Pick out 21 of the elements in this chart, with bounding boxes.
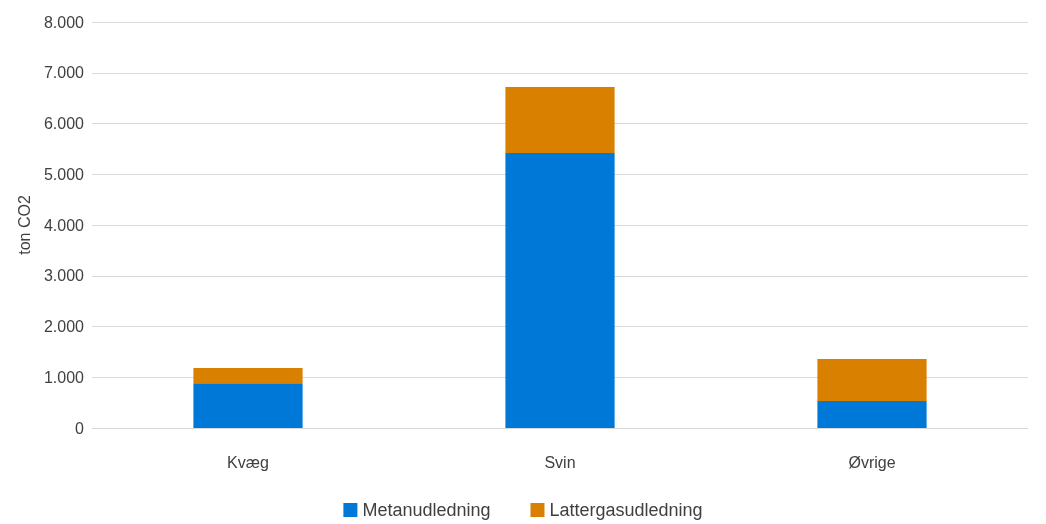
- legend-label: Lattergasudledning: [549, 500, 703, 520]
- y-tick-label: 5.000: [43, 165, 85, 183]
- bar: [505, 86, 615, 153]
- y-axis-title: ton CO2: [15, 195, 33, 255]
- y-tick-label: 1.000: [43, 368, 85, 386]
- bar: [817, 401, 927, 428]
- bar: [193, 368, 303, 384]
- y-tick-label: 6.000: [43, 115, 85, 132]
- y-tick-label: 7.000: [43, 64, 85, 82]
- x-tick-label: Øvrige: [848, 453, 896, 471]
- legend-label: Metanudledning: [362, 500, 491, 520]
- y-tick-label: 0: [75, 419, 85, 437]
- y-tick-label: 2.000: [43, 318, 85, 335]
- y-tick-label: 8.000: [43, 13, 85, 31]
- x-tick-label: Kvæg: [227, 453, 269, 471]
- y-tick-label: 3.000: [43, 267, 85, 285]
- x-tick-label: Svin: [544, 453, 576, 471]
- bar: [505, 152, 615, 428]
- bar: [817, 358, 927, 402]
- y-tick-label: 4.000: [43, 216, 85, 234]
- bar: [193, 383, 303, 428]
